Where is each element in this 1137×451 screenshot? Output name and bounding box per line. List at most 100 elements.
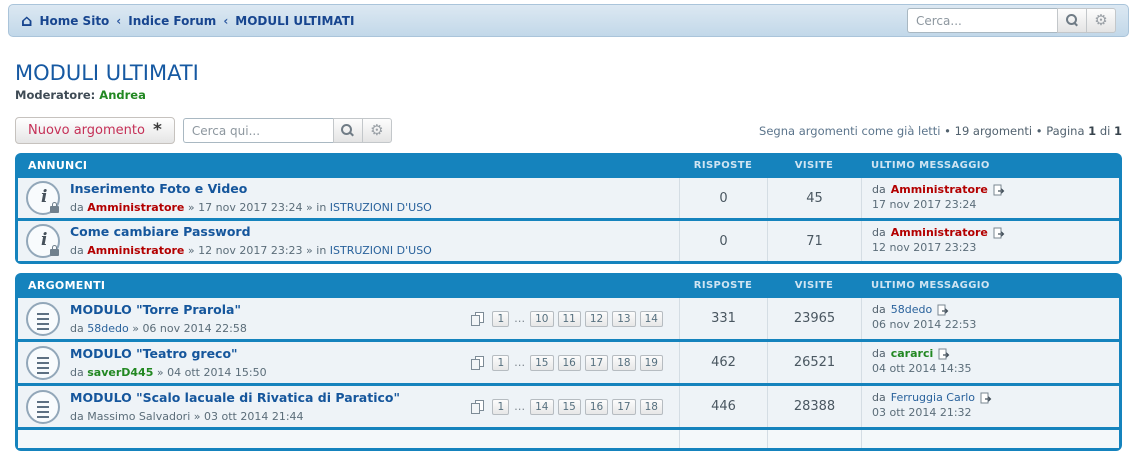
forum-section: ANNUNCI RISPOSTE VISITE ULTIMO MESSAGGIO… [15,153,1122,264]
topic-author-link[interactable]: Amministratore [87,201,185,214]
breadcrumb-home-sito[interactable]: Home Sito [39,13,110,28]
page-button-17[interactable]: 17 [584,354,609,371]
last-post-icon[interactable] [993,184,1005,196]
topic-sections: ANNUNCI RISPOSTE VISITE ULTIMO MESSAGGIO… [15,153,1122,451]
topic-meta: da Massimo Salvadori » 03 ott 2014 21:44 [70,409,304,423]
topic-cell: i Come cambiare Password da Amministrato… [18,221,679,261]
column-header-views: VISITE [794,280,834,291]
page-button-14[interactable]: 14 [639,310,663,327]
last-post-author-link[interactable]: 58dedo [890,303,933,316]
last-post-icon[interactable] [980,392,992,404]
moderator-label: Moderatore: [15,88,96,102]
topic-pagination: 1 … 15 16 17 18 19 [471,354,669,371]
forum-section: ARGOMENTI RISPOSTE VISITE ULTIMO MESSAGG… [15,273,1122,451]
last-post-icon[interactable] [937,304,949,316]
topic-forum-link[interactable]: ISTRUZIONI D'USO [329,201,432,214]
section-title: ARGOMENTI [28,279,106,292]
last-post-date: 03 ott 2014 21:32 [872,406,972,419]
section-header: ARGOMENTI RISPOSTE VISITE ULTIMO MESSAGG… [18,273,1119,298]
moderator-link[interactable]: Andrea [99,88,146,102]
page-button-12[interactable]: 12 [584,310,609,327]
last-post-date: 06 nov 2014 22:53 [872,318,977,331]
page-button-11[interactable]: 11 [557,310,581,327]
section-rows: i Inserimento Foto e Video da Amministra… [18,178,1119,261]
views-count: 26521 [767,342,861,383]
topic-date: 04 ott 2014 15:50 [167,365,267,379]
views-count: 28388 [767,386,861,427]
top-search-button[interactable] [1057,8,1087,33]
topic-cell: MODULO "Teatro greco" da saverD445 » 04 … [18,342,679,383]
page-button-19[interactable]: 19 [639,354,663,371]
page-button-16[interactable]: 16 [557,354,581,371]
topic-date: 03 ott 2014 21:44 [203,409,304,423]
last-message-cell: da 58dedo 06 nov 2014 22:53 [861,298,1119,339]
page-title: MODULI ULTIMATI [15,61,199,85]
new-topic-button[interactable]: Nuovo argomento * [15,117,175,144]
page-button-15[interactable]: 15 [530,354,554,371]
topic-pagination: 1 … 10 11 12 13 14 [471,310,669,327]
page-button-18[interactable]: 18 [639,398,663,415]
topic-meta: da saverD445 » 04 ott 2014 15:50 [70,365,267,379]
topic-title-link[interactable]: MODULO "Teatro greco" [70,345,238,361]
page-button-1[interactable]: 1 [492,310,510,327]
breadcrumb: ⌂ Home Sito ‹ Indice Forum ‹ MODULI ULTI… [21,10,355,30]
topic-cell: MODULO "Scalo lacuale di Rivatica di Par… [18,386,679,427]
topic-author-link[interactable]: Amministratore [87,244,185,257]
top-search-settings-button[interactable]: ⚙ [1086,8,1116,33]
page-button-14[interactable]: 14 [530,398,554,415]
section-title: ANNUNCI [28,159,88,172]
column-header-views: VISITE [794,160,834,171]
topic-title-link[interactable]: MODULO "Scalo lacuale di Rivatica di Par… [70,389,400,405]
topic-forum-link[interactable]: ISTRUZIONI D'USO [329,244,432,257]
bullet: • [940,123,955,138]
gear-icon: ⚙ [1094,12,1108,29]
page-button-18[interactable]: 18 [612,354,636,371]
page-button-15[interactable]: 15 [557,398,581,415]
topic-title-link[interactable]: MODULO "Torre Prarola" [70,301,241,317]
page-button-10[interactable]: 10 [530,310,554,327]
moderator-line: Moderatore: Andrea [15,88,1122,102]
topic-search-button[interactable] [332,118,363,143]
last-post-icon[interactable] [993,227,1005,239]
forum-page: MODULI ULTIMATI Moderatore: Andrea Nuovo… [0,61,1137,451]
topic-search-settings-button[interactable]: ⚙ [361,118,392,143]
home-icon: ⌂ [21,10,33,30]
last-post-author-link[interactable]: Amministratore [890,183,988,196]
section-rows: MODULO "Torre Prarola" da 58dedo » 06 no… [18,298,1119,448]
magnifier-icon [341,124,354,137]
topic-text: MODULO "Scalo lacuale di Rivatica di Par… [70,390,400,424]
last-post-icon[interactable] [938,348,950,360]
last-message-cell: da Ferruggia Carlo 03 ott 2014 21:32 [861,386,1119,427]
topic-title-link[interactable]: Come cambiare Password [70,224,251,239]
topic-date: 12 nov 2017 23:23 [198,244,303,257]
page-current: 1 [1088,123,1097,138]
mark-read-link[interactable]: Segna argomenti come già letti [759,123,941,138]
breadcrumb-indice-forum[interactable]: Indice Forum [128,13,217,28]
page-button-13[interactable]: 13 [612,310,636,327]
topic-row: i Come cambiare Password da Amministrato… [18,221,1119,261]
gear-icon: ⚙ [370,122,384,139]
page-button-16[interactable]: 16 [584,398,609,415]
breadcrumb-current-forum[interactable]: MODULI ULTIMATI [235,13,355,28]
page-button-1[interactable]: 1 [492,354,510,371]
topic-search-input[interactable] [182,118,333,143]
asterisk-icon: * [152,120,162,141]
topic-title-link[interactable]: Inserimento Foto e Video [70,181,248,196]
replies-count: 331 [679,298,767,339]
topic-pagination: 1 … 14 15 16 17 18 [471,398,669,415]
topic-author-link[interactable]: saverD445 [87,365,154,379]
last-post-author-link[interactable]: Ferruggia Carlo [890,391,976,404]
topic-search: ⚙ [182,118,392,143]
page-button-17[interactable]: 17 [612,398,636,415]
topic-author-link[interactable]: 58dedo [87,321,129,335]
topic-row: MODULO "Scalo lacuale di Rivatica di Par… [18,386,1119,427]
top-search-input[interactable] [907,8,1057,33]
topic-text: Inserimento Foto e Video da Amministrato… [70,181,432,215]
last-post-author-link[interactable]: Amministratore [890,226,988,239]
page-button-1[interactable]: 1 [492,398,510,415]
topic-row: i Inserimento Foto e Video da Amministra… [18,178,1119,218]
last-post-author-link[interactable]: cararci [890,347,934,360]
topic-meta: da Amministratore » 12 nov 2017 23:23 » … [70,244,432,257]
announcement-icon: i [41,230,48,250]
topic-meta: da Amministratore » 17 nov 2017 23:24 » … [70,201,432,214]
